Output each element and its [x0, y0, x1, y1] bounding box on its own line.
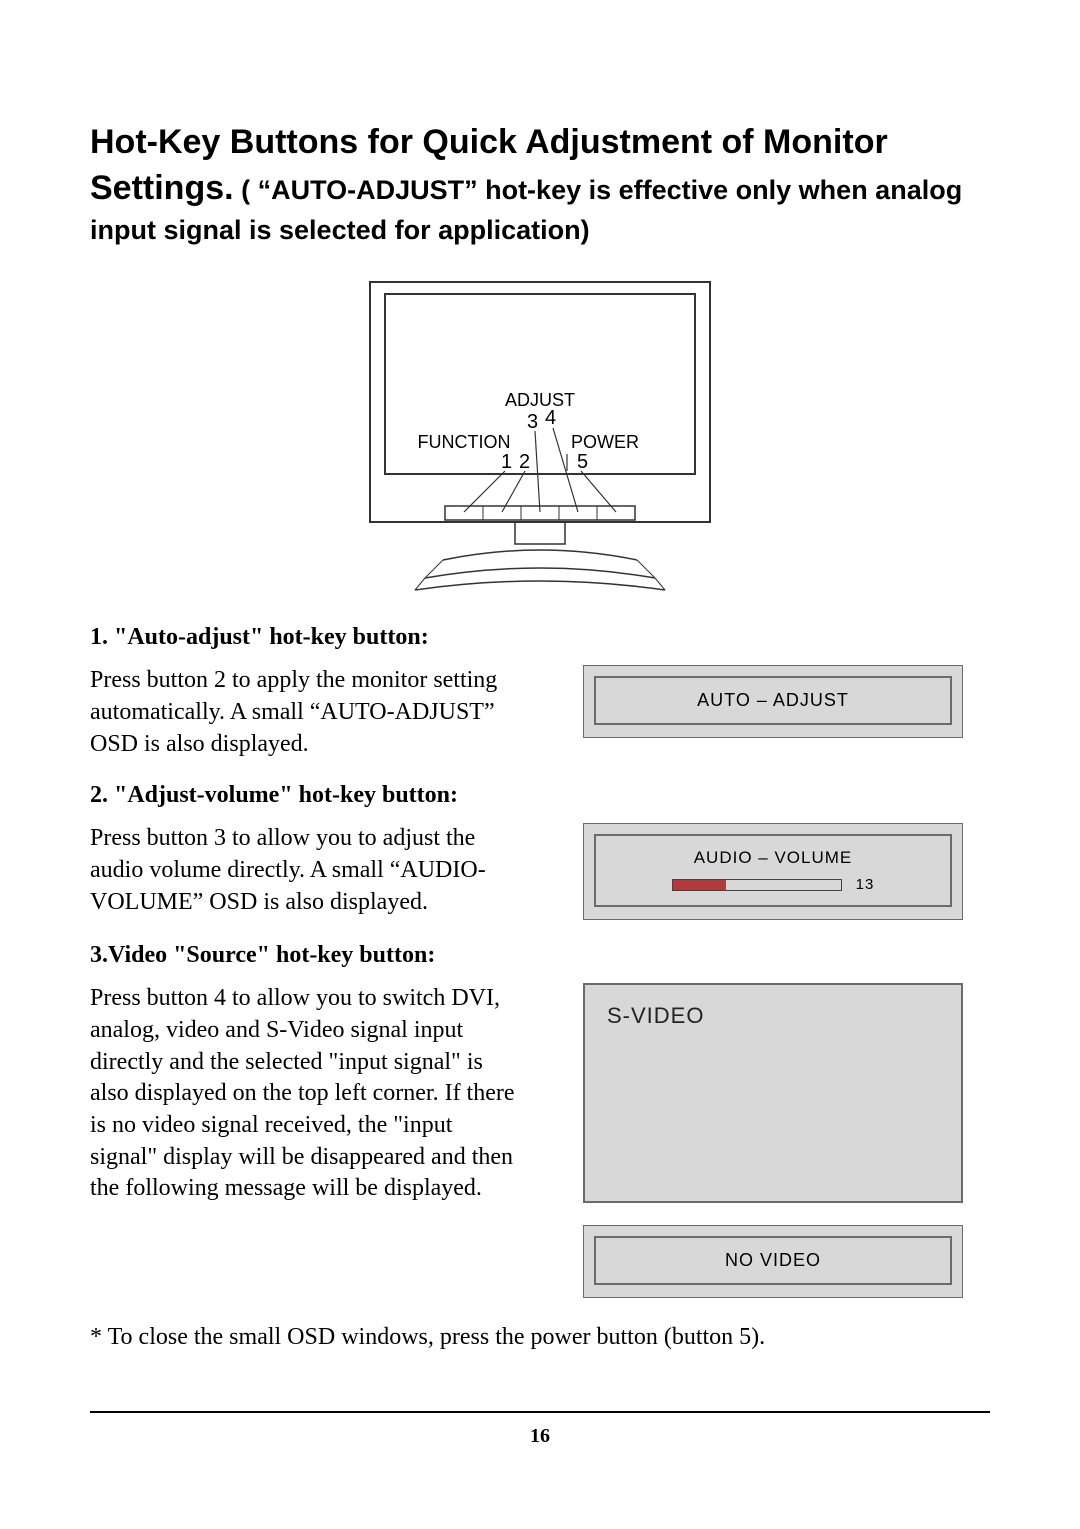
title-block: Hot-Key Buttons for Quick Adjustment of …: [90, 120, 990, 248]
monitor-diagram: ADJUST FUNCTION POWER 1 2 3 4 5: [355, 276, 725, 596]
section-3-head: 3.Video "Source" hot-key button:: [90, 942, 990, 969]
diagram-label-power: POWER: [571, 432, 639, 452]
diagram-label-function: FUNCTION: [418, 432, 511, 452]
section-1-head: 1. "Auto-adjust" hot-key button:: [90, 624, 990, 651]
osd-no-video-inner: NO VIDEO: [594, 1236, 952, 1285]
section-1-body: Press button 2 to apply the monitor sett…: [90, 665, 520, 760]
osd-audio-label: AUDIO – VOLUME: [612, 848, 934, 868]
page-number: 16: [90, 1425, 990, 1448]
monitor-diagram-wrap: ADJUST FUNCTION POWER 1 2 3 4 5: [90, 276, 990, 596]
title-settings-word: Settings.: [90, 169, 234, 207]
section-auto-adjust: 1. "Auto-adjust" hot-key button: Press b…: [90, 624, 990, 760]
osd-auto-adjust: AUTO – ADJUST: [583, 665, 963, 738]
diagram-num-3: 3: [527, 411, 538, 433]
section-2-head: 2. "Adjust-volume" hot-key button:: [90, 782, 990, 809]
osd-no-video: NO VIDEO: [583, 1225, 963, 1298]
osd-svideo: S-VIDEO: [583, 983, 963, 1203]
title-line-2: Settings. ( “AUTO-ADJUST” hot-key is eff…: [90, 166, 990, 248]
diagram-num-1: 1: [501, 451, 512, 473]
section-2-body: Press button 3 to allow you to adjust th…: [90, 823, 520, 918]
title-line-1: Hot-Key Buttons for Quick Adjustment of …: [90, 120, 990, 166]
osd-auto-adjust-inner: AUTO – ADJUST: [594, 676, 952, 725]
volume-track: [672, 879, 842, 891]
document-page: Hot-Key Buttons for Quick Adjustment of …: [0, 0, 1080, 1508]
diagram-num-4: 4: [545, 407, 556, 429]
footnote: * To close the small OSD windows, press …: [90, 1324, 990, 1351]
diagram-num-5: 5: [577, 451, 588, 473]
section-3-body: Press button 4 to allow you to switch DV…: [90, 983, 520, 1205]
section-adjust-volume: 2. "Adjust-volume" hot-key button: Press…: [90, 782, 990, 920]
volume-value: 13: [856, 876, 875, 893]
footer-rule: [90, 1411, 990, 1413]
diagram-num-2: 2: [519, 451, 530, 473]
osd-svideo-label: S-VIDEO: [607, 1003, 704, 1028]
section-video-source: 3.Video "Source" hot-key button: Press b…: [90, 942, 990, 1298]
osd-audio-volume: AUDIO – VOLUME 13: [583, 823, 963, 920]
diagram-label-adjust: ADJUST: [505, 390, 575, 410]
volume-fill: [673, 880, 727, 890]
